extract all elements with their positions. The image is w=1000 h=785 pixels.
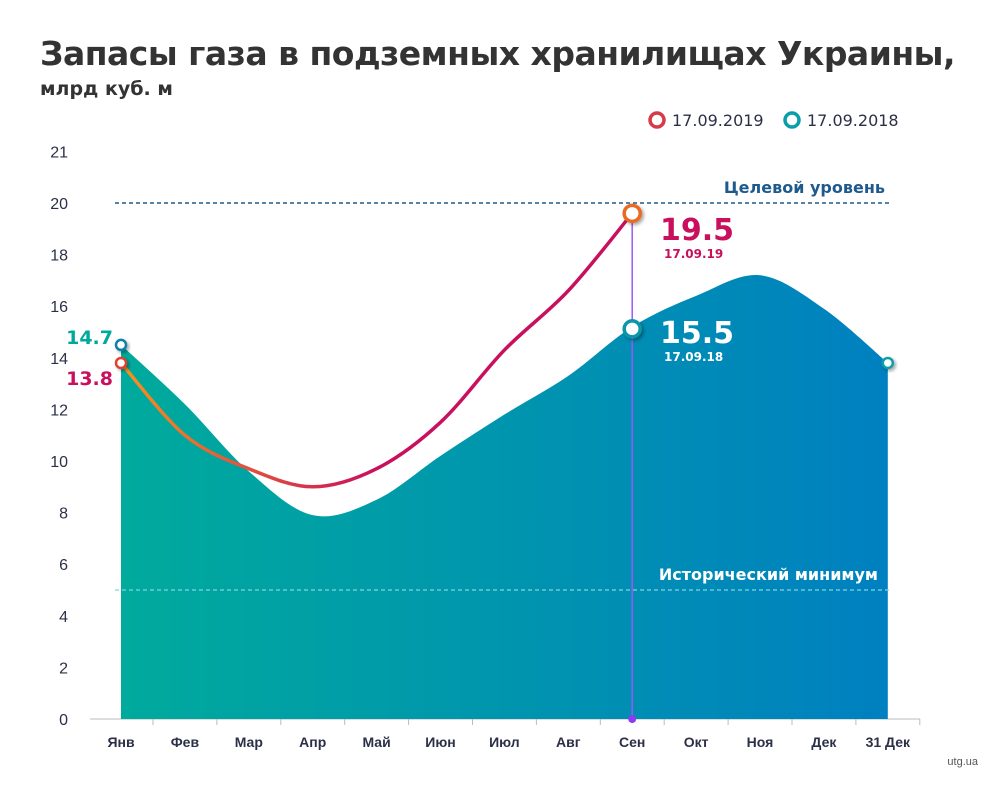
- x-tick-label: Ноя: [747, 734, 774, 750]
- x-tick-label: Июн: [425, 734, 455, 750]
- x-tick-label: Фев: [171, 734, 200, 750]
- y-tick-label: 21: [50, 144, 68, 161]
- x-tick-label: Мар: [235, 734, 263, 750]
- legend-label-2019: 17.09.2019: [672, 111, 764, 130]
- annotation-2019-jan: 13.8: [66, 368, 113, 390]
- legend-marker-2018: [783, 111, 801, 129]
- source-label: utg.ua: [947, 756, 978, 768]
- x-tick-label: Июл: [489, 734, 520, 750]
- x-tick-label: Сен: [619, 734, 645, 750]
- point-2018-end: [881, 356, 895, 370]
- y-tick-label: 4: [59, 609, 68, 626]
- point-2019-jan: [114, 356, 128, 370]
- x-tick-label: Дек: [811, 734, 837, 750]
- legend-label-2018: 17.09.2018: [807, 111, 899, 130]
- chart-subtitle: млрд куб. м: [40, 78, 173, 100]
- point-2019-sep: [622, 203, 642, 224]
- y-tick-label: 6: [59, 557, 68, 574]
- x-tick-label: Апр: [299, 734, 326, 750]
- point-2018-sep: [622, 319, 642, 339]
- historic-min-label: Исторический минимум: [659, 565, 878, 584]
- x-tick-label: Янв: [107, 734, 135, 750]
- y-tick-label: 2: [59, 660, 68, 677]
- x-tick-label: Май: [362, 734, 390, 750]
- chart-title: Запасы газа в подземных хранилищах Украи…: [40, 34, 956, 73]
- y-tick-label: 18: [50, 248, 68, 265]
- y-tick-label: 20: [50, 196, 68, 213]
- x-tick-label: Окт: [684, 734, 709, 750]
- point-2018-jan: [114, 338, 128, 352]
- y-tick-label: 8: [59, 506, 68, 523]
- target-level-label: Целевой уровень: [724, 178, 885, 197]
- y-tick-label: 14: [50, 351, 68, 368]
- annotation-2019-sep: 19.5: [660, 213, 734, 248]
- y-tick-label: 0: [59, 712, 68, 729]
- annotation-2018-sep: 15.5: [660, 316, 734, 351]
- y-tick-label: 12: [50, 402, 68, 419]
- y-tick-label: 10: [50, 454, 68, 471]
- area-2018: [121, 275, 888, 719]
- legend-marker-2019: [648, 111, 666, 129]
- annotation-2018-sep-date: 17.09.18: [664, 350, 723, 364]
- x-tick-label: 31 Дек: [866, 734, 911, 750]
- annotation-2019-sep-date: 17.09.19: [664, 247, 723, 261]
- x-tick-label: Авг: [556, 734, 581, 750]
- y-tick-label: 16: [50, 299, 68, 316]
- line-2019: [119, 211, 634, 489]
- date-marker-dot: [628, 715, 637, 723]
- annotation-2018-jan: 14.7: [66, 327, 113, 349]
